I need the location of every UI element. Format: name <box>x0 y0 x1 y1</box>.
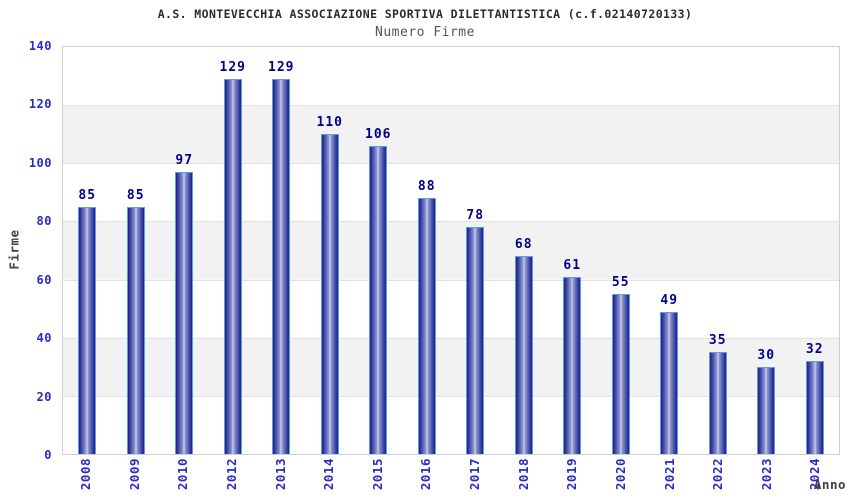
y-tick-label: 60 <box>36 272 52 287</box>
x-tick: 2020 <box>597 458 646 498</box>
x-tick-label: 2014 <box>321 458 337 491</box>
x-tick-label: 2020 <box>612 458 628 491</box>
x-tick-label: 2018 <box>515 458 531 491</box>
x-tick: 2016 <box>402 458 451 498</box>
bar-2021[interactable] <box>660 311 679 454</box>
y-tick-label: 0 <box>44 448 52 462</box>
x-tick-label: 2009 <box>126 458 142 491</box>
bar-2022[interactable] <box>708 352 727 454</box>
bar-slot: 110 <box>306 47 355 454</box>
y-tick-label: 80 <box>36 214 52 229</box>
bar-2017[interactable] <box>466 227 485 454</box>
bar-value-label: 129 <box>219 59 246 75</box>
bar-2019[interactable] <box>563 276 582 454</box>
x-tick: 2019 <box>548 458 597 498</box>
bar-value-label: 61 <box>563 257 582 273</box>
bar-2024[interactable] <box>805 360 824 454</box>
x-tick-label: 2023 <box>758 458 774 491</box>
chart-subtitle: Numero Firme <box>375 25 475 40</box>
bar-value-label: 78 <box>466 208 485 224</box>
x-tick: 2023 <box>743 458 792 498</box>
bar-2010[interactable] <box>175 172 194 454</box>
bar-slot: 49 <box>645 47 694 454</box>
x-tick: 2008 <box>62 458 111 498</box>
x-tick: 2012 <box>208 458 257 498</box>
bar-value-label: 35 <box>708 333 727 349</box>
bar-2023[interactable] <box>757 366 776 454</box>
bar-value-label: 32 <box>805 341 824 357</box>
bar-slot: 61 <box>548 47 597 454</box>
bar-value-label: 97 <box>175 153 194 169</box>
bar-2009[interactable] <box>126 206 145 454</box>
bar-slot: 129 <box>257 47 306 454</box>
x-tick-label: 2019 <box>564 458 580 491</box>
x-tick: 2021 <box>646 458 695 498</box>
x-tick: 2015 <box>354 458 403 498</box>
yaxis-labels: 0 20 40 60 80 100 120 140 <box>0 39 52 462</box>
y-tick-label: 120 <box>28 97 52 112</box>
bar-slot: 32 <box>791 47 840 454</box>
bar-slot: 30 <box>742 47 791 454</box>
x-tick-label: 2017 <box>467 458 483 491</box>
bars-row: 85 85 97 129 129 110 106 88 78 68 61 55 49 35 30 32 <box>63 47 839 454</box>
x-tick-label: 2012 <box>223 458 239 491</box>
bar-slot: 85 <box>112 47 161 454</box>
bar-2014[interactable] <box>320 134 339 454</box>
bar-slot: 85 <box>63 47 112 454</box>
x-tick-label: 2013 <box>272 458 288 491</box>
x-tick: 2018 <box>500 458 549 498</box>
bar-2018[interactable] <box>514 256 533 454</box>
bar-slot: 106 <box>354 47 403 454</box>
bar-slot: 129 <box>209 47 258 454</box>
x-tick-label: 2016 <box>418 458 434 491</box>
x-tick: 2014 <box>305 458 354 498</box>
x-tick: 2022 <box>694 458 743 498</box>
bar-value-label: 110 <box>316 115 343 131</box>
bar-value-label: 68 <box>514 237 533 253</box>
bar-value-label: 85 <box>78 187 97 203</box>
x-tick-label: 2022 <box>710 458 726 491</box>
x-tick: 2017 <box>451 458 500 498</box>
bar-value-label: 88 <box>417 179 436 195</box>
y-tick-label: 140 <box>28 39 52 53</box>
x-axis-title: Anno <box>813 477 846 492</box>
x-tick: 2009 <box>111 458 160 498</box>
y-tick-label: 100 <box>28 155 52 170</box>
bar-2020[interactable] <box>611 294 630 454</box>
plot-area: 85 85 97 129 129 110 106 88 78 68 61 55 49 35 30 32 <box>62 46 840 455</box>
bar-slot: 78 <box>451 47 500 454</box>
bar-value-label: 49 <box>660 292 679 308</box>
bar-2008[interactable] <box>78 206 97 454</box>
bar-2012[interactable] <box>223 78 242 454</box>
x-tick-label: 2015 <box>369 458 385 491</box>
bar-2016[interactable] <box>417 198 436 454</box>
chart-title: A.S. MONTEVECCHIA ASSOCIAZIONE SPORTIVA … <box>157 7 693 21</box>
bar-value-label: 106 <box>365 126 392 142</box>
x-tick-label: 2010 <box>175 458 191 491</box>
bar-value-label: 85 <box>126 187 145 203</box>
x-tick-label: 2021 <box>661 458 677 491</box>
x-tick-label: 2008 <box>78 458 94 491</box>
bar-slot: 35 <box>694 47 743 454</box>
bar-slot: 97 <box>160 47 209 454</box>
y-tick-label: 40 <box>36 331 52 346</box>
bar-slot: 55 <box>597 47 646 454</box>
x-tick: 2010 <box>159 458 208 498</box>
bar-value-label: 55 <box>611 275 630 291</box>
bar-slot: 88 <box>403 47 452 454</box>
bar-2013[interactable] <box>272 78 291 454</box>
bar-slot: 68 <box>500 47 549 454</box>
x-tick: 2013 <box>257 458 306 498</box>
bar-2015[interactable] <box>369 145 388 454</box>
y-tick-label: 20 <box>36 389 52 404</box>
bar-value-label: 30 <box>757 347 776 363</box>
bar-value-label: 129 <box>268 59 295 75</box>
xaxis-row: 2008 2009 2010 2012 2013 2014 2015 2016 2017 2018… <box>62 458 840 498</box>
